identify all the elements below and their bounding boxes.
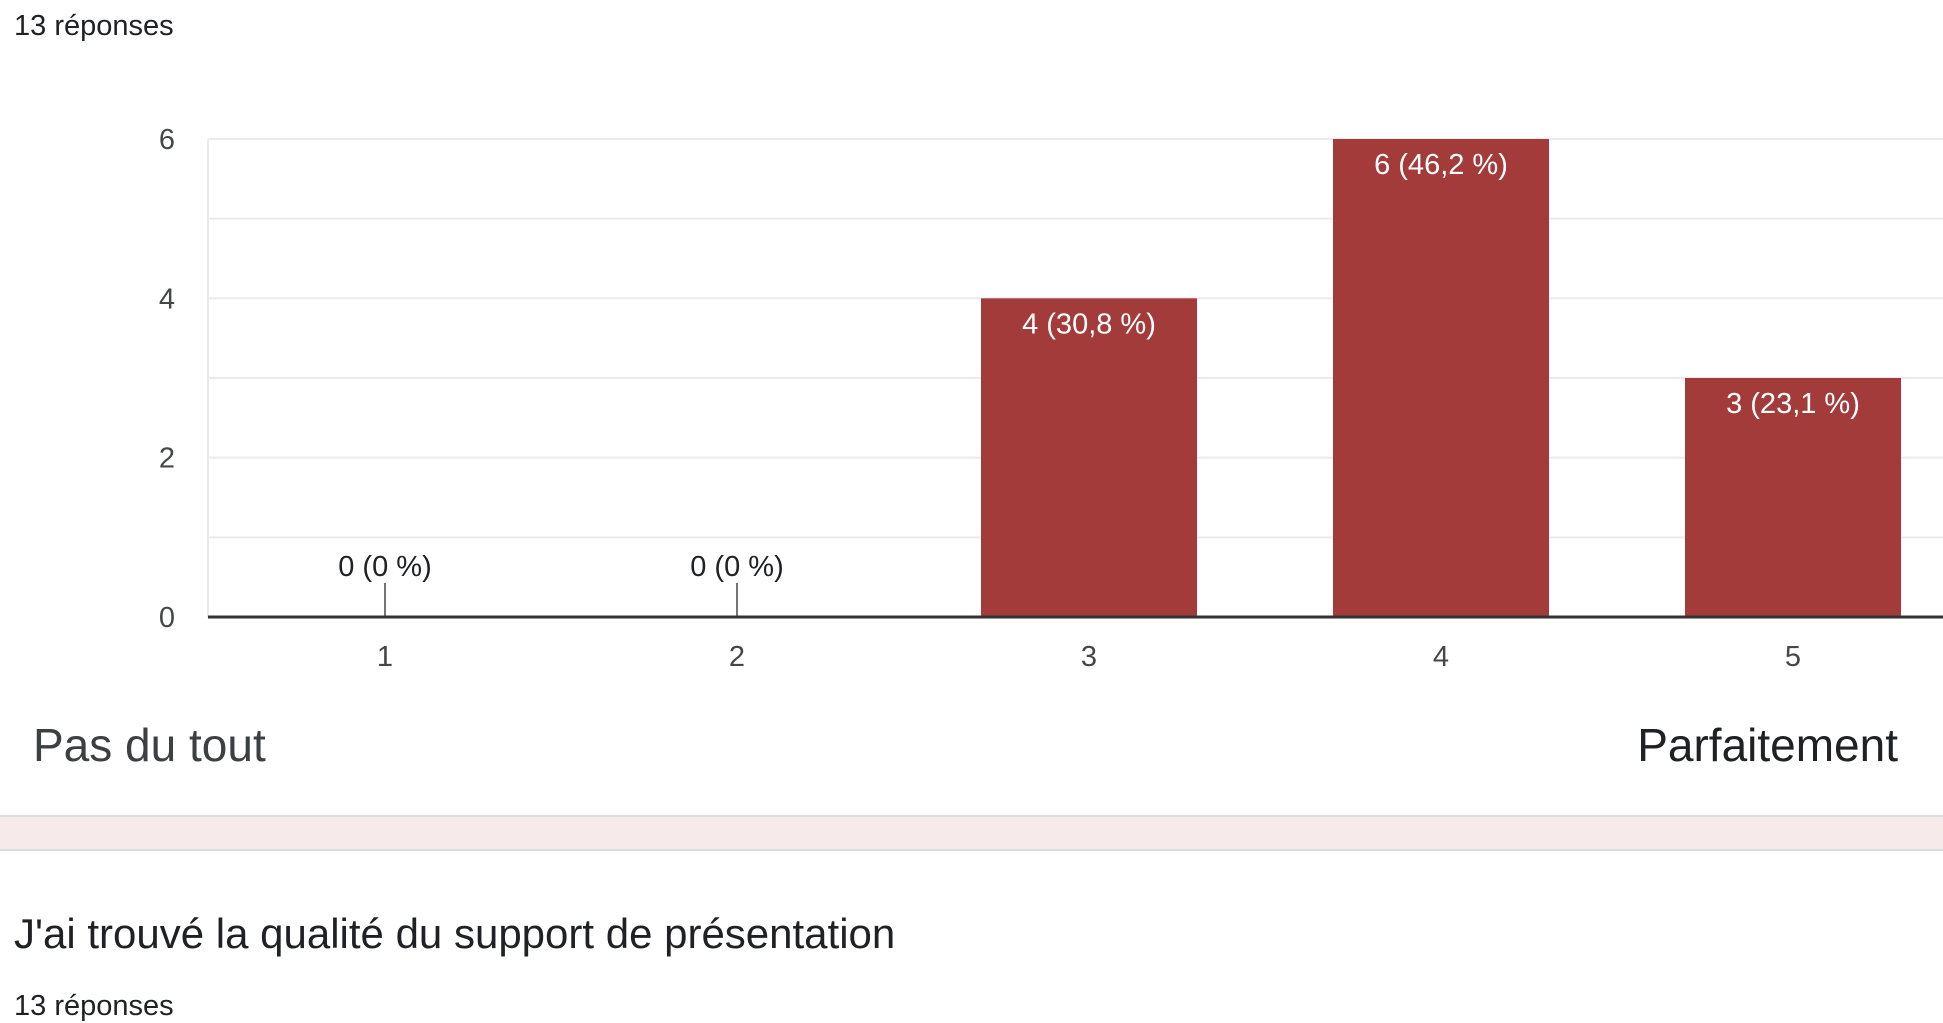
bar (1685, 378, 1901, 617)
x-tick-label: 5 (1785, 641, 1801, 673)
scale-max-label: Parfaitement (1637, 719, 1898, 771)
scale-min-label: Pas du tout (33, 719, 266, 771)
section-divider (0, 815, 1943, 851)
data-label: 6 (46,2 %) (1374, 149, 1508, 181)
data-label: 0 (0 %) (338, 551, 431, 583)
bar (1333, 139, 1549, 617)
x-tick-label: 3 (1081, 641, 1097, 673)
x-tick-label: 4 (1433, 641, 1449, 673)
data-label: 0 (0 %) (690, 551, 783, 583)
question-response-count: 13 réponses (14, 990, 174, 1022)
x-tick-label: 1 (377, 641, 393, 673)
y-tick-label: 4 (159, 283, 175, 315)
x-tick-label: 2 (729, 641, 745, 673)
bar (981, 298, 1197, 617)
y-tick-label: 6 (159, 124, 175, 156)
data-label: 4 (30,8 %) (1022, 308, 1156, 340)
y-tick-label: 0 (159, 602, 175, 634)
data-label: 3 (23,1 %) (1726, 388, 1860, 420)
question-title: J'ai trouvé la qualité du support de pré… (14, 910, 896, 957)
response-count: 13 réponses (14, 10, 174, 42)
y-tick-label: 2 (159, 443, 175, 475)
bar-chart: 0 2 4 6 0 (0 %) 1 0 (0 %) 2 4 (30,8 %) 3 6 (46,2 %… (159, 124, 1943, 673)
